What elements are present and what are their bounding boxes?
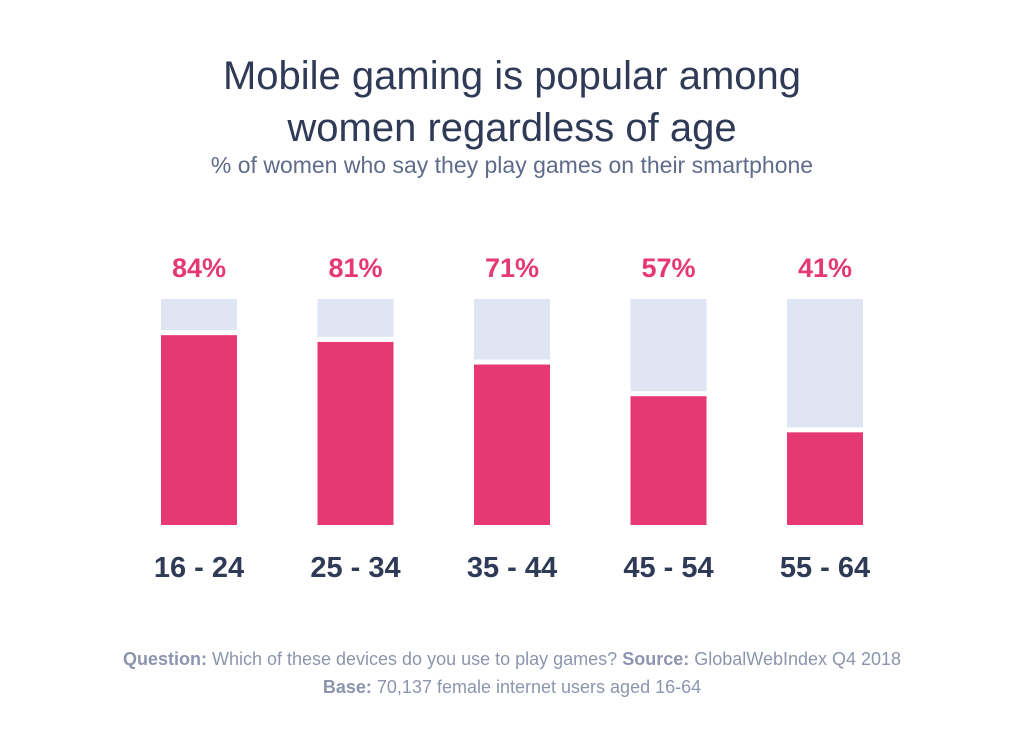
- footer-line-1: Question: Which of these devices do you …: [0, 645, 1024, 673]
- question-label: Question:: [122, 649, 207, 669]
- chart-title-line-2: women regardless of age: [287, 106, 737, 150]
- bar-value-label-4: 41%: [798, 253, 852, 283]
- bar-value-label-3: 57%: [641, 253, 695, 283]
- footer-line-2: Base: 70,137 female internet users aged …: [0, 673, 1024, 701]
- bar-4: [787, 432, 863, 525]
- base-label: Base:: [322, 677, 372, 697]
- x-tick-label-0: 16 - 24: [154, 552, 244, 584]
- chart-title: Mobile gaming is popular among women reg…: [0, 50, 1024, 154]
- bar-track-3: [630, 299, 707, 392]
- bar-track-4: [787, 299, 863, 428]
- chart-footer: Question: Which of these devices do you …: [0, 645, 1024, 701]
- chart-subtitle: % of women who say they play games on th…: [210, 152, 814, 178]
- source-text: GlobalWebIndex Q4 2018: [694, 649, 902, 669]
- bar-track-2: [474, 299, 550, 360]
- x-tick-label-3: 45 - 54: [623, 552, 713, 584]
- bar-value-label-2: 71%: [485, 253, 539, 283]
- source-label: Source:: [622, 649, 690, 669]
- x-tick-label-2: 35 - 44: [467, 552, 557, 584]
- bar-track-1: [317, 299, 394, 337]
- x-tick-label-4: 55 - 64: [780, 552, 870, 584]
- bar-chart: 84% 16 - 24 81% 25 - 34 71% 35 - 44 57% 45 - 54…: [154, 253, 870, 584]
- chart-title-line-1: Mobile gaming is popular among: [222, 54, 802, 98]
- bar-3: [630, 396, 707, 525]
- bar-2: [474, 364, 550, 525]
- x-tick-label-1: 25 - 34: [310, 552, 400, 584]
- base-text: 70,137 female internet users aged 16-64: [376, 677, 702, 697]
- bar-value-label-1: 81%: [328, 253, 382, 283]
- bar-0: [161, 335, 237, 525]
- question-text: Which of these devices do you use to pla…: [211, 649, 618, 669]
- bar-track-0: [161, 299, 237, 331]
- bar-1: [317, 341, 394, 525]
- bar-value-label-0: 84%: [172, 253, 226, 283]
